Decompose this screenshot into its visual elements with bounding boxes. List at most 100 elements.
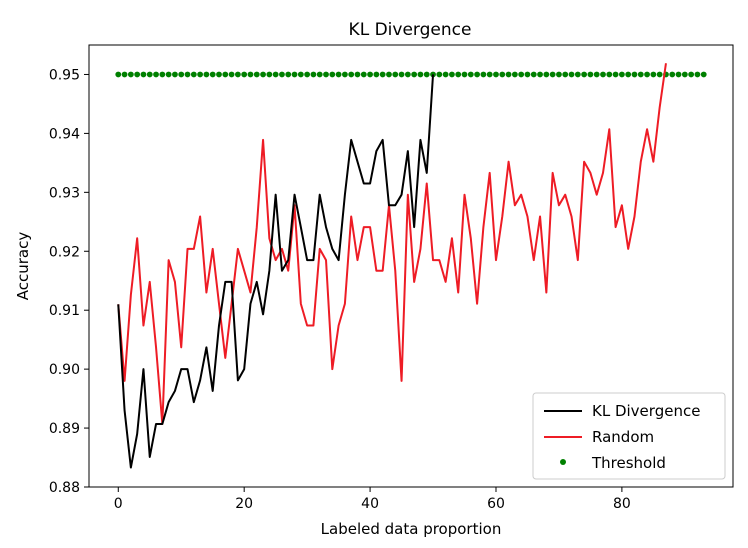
threshold-point	[656, 71, 663, 78]
threshold-point	[153, 71, 159, 78]
threshold-point	[511, 71, 518, 78]
series-random-line	[117, 63, 667, 425]
legend-label-threshold: Threshold	[591, 454, 666, 472]
threshold-point	[486, 71, 493, 78]
threshold-point	[618, 71, 625, 78]
threshold-point	[474, 71, 480, 78]
threshold-point	[637, 71, 644, 78]
threshold-point	[574, 71, 581, 78]
threshold-point	[228, 71, 235, 78]
threshold-point	[178, 71, 185, 78]
y-tick-label: 0.95	[49, 67, 80, 83]
y-tick-label: 0.92	[49, 244, 80, 260]
tick-layer: 0 20 40 60 80 0.88 0.89 0.90 0.91 0.92 0.93 0.94 0.9…	[49, 67, 631, 512]
threshold-point	[669, 71, 676, 78]
x-axis-label: Labeled data proportion	[321, 520, 502, 538]
threshold-point	[354, 71, 361, 78]
x-tick-label: 60	[487, 496, 505, 512]
threshold-point	[159, 71, 166, 78]
threshold-point	[398, 71, 405, 78]
series-kl-divergence-line	[117, 74, 435, 469]
threshold-point	[606, 71, 613, 78]
chart-title: KL Divergence	[349, 20, 472, 40]
threshold-point	[430, 71, 436, 78]
threshold-point	[203, 71, 210, 78]
threshold-point	[449, 71, 455, 78]
threshold-point	[329, 71, 336, 78]
threshold-point	[253, 71, 260, 78]
threshold-point	[146, 71, 153, 78]
threshold-point	[537, 71, 543, 78]
series-threshold	[115, 71, 707, 78]
threshold-point	[121, 71, 128, 78]
threshold-point	[310, 71, 317, 78]
threshold-point	[234, 71, 241, 78]
threshold-point	[411, 71, 418, 78]
threshold-point	[304, 71, 311, 78]
threshold-point	[373, 71, 380, 78]
threshold-point	[272, 71, 279, 78]
threshold-point	[127, 71, 134, 78]
threshold-point	[593, 71, 600, 78]
threshold-point	[297, 71, 304, 78]
threshold-point	[467, 71, 474, 78]
y-tick-label: 0.91	[49, 303, 80, 319]
threshold-point	[518, 71, 525, 78]
legend-label-kl: KL Divergence	[592, 402, 700, 420]
threshold-point	[222, 71, 229, 78]
threshold-point	[392, 71, 399, 78]
threshold-point	[581, 71, 588, 78]
threshold-point	[524, 71, 531, 78]
threshold-point	[140, 71, 147, 78]
y-tick-label: 0.89	[49, 421, 80, 437]
plot-area	[115, 63, 707, 469]
y-tick-label: 0.93	[49, 185, 80, 201]
threshold-point	[247, 71, 254, 78]
threshold-point	[335, 71, 342, 78]
threshold-point	[587, 71, 594, 78]
threshold-point	[260, 71, 266, 78]
threshold-point	[530, 71, 537, 78]
legend-label-random: Random	[592, 428, 654, 446]
threshold-point	[625, 71, 632, 78]
threshold-point	[134, 71, 141, 78]
threshold-point	[556, 71, 562, 78]
threshold-point	[562, 71, 569, 78]
x-tick-label: 0	[114, 496, 123, 512]
threshold-point	[379, 71, 386, 78]
threshold-point	[612, 71, 619, 78]
threshold-point	[216, 71, 222, 78]
threshold-point	[436, 71, 443, 78]
threshold-point	[423, 71, 430, 78]
threshold-point	[675, 71, 682, 78]
threshold-point	[172, 71, 178, 78]
threshold-point	[316, 71, 323, 78]
threshold-point	[688, 71, 695, 78]
threshold-point	[291, 71, 298, 78]
legend-swatch-threshold	[560, 459, 566, 465]
threshold-point	[348, 71, 355, 78]
series-layer	[115, 63, 707, 469]
x-tick-label: 80	[613, 496, 631, 512]
threshold-point	[600, 71, 606, 78]
threshold-point	[241, 71, 248, 78]
threshold-point	[455, 71, 462, 78]
threshold-point	[631, 71, 638, 78]
threshold-point	[342, 71, 348, 78]
y-axis-label: Accuracy	[14, 232, 32, 301]
threshold-point	[404, 71, 411, 78]
threshold-point	[499, 71, 506, 78]
threshold-point	[480, 71, 487, 78]
threshold-point	[279, 71, 285, 78]
threshold-point	[360, 71, 367, 78]
threshold-point	[197, 71, 204, 78]
y-tick-label: 0.88	[49, 480, 80, 496]
threshold-point	[461, 71, 468, 78]
threshold-point	[386, 71, 392, 78]
x-tick-label: 40	[361, 496, 379, 512]
threshold-point	[417, 71, 424, 78]
threshold-point	[323, 71, 329, 78]
threshold-point	[650, 71, 657, 78]
threshold-point	[184, 71, 191, 78]
